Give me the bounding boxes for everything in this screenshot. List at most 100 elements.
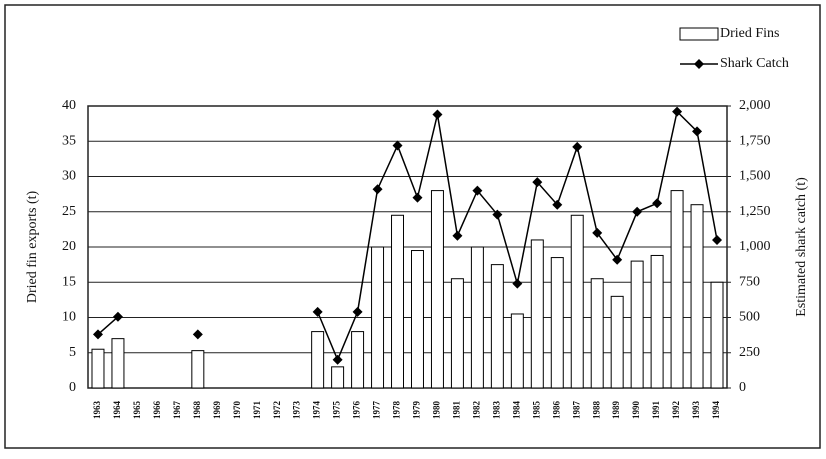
bar [331,366,345,389]
bar [590,278,604,389]
marker [352,306,363,317]
y-tick-label: 10 [62,310,76,325]
x-tick-label: 1972 [272,401,282,420]
bar [630,260,644,389]
x-tick-label: 1979 [412,401,422,420]
y-tick-label: 35 [62,133,76,148]
bar [570,214,584,389]
marker [332,354,343,365]
legend-marker [694,59,704,69]
y-axis-label: Dried fin exports (t) [25,190,40,303]
marker [712,234,723,245]
x-tick-label: 1984 [511,401,521,420]
y-tick-label: 20 [62,239,76,254]
bar [710,281,724,389]
y2-tick-label: 2,000 [739,98,771,113]
y2-axis-label: Estimated shark catch (t) [794,177,809,317]
x-tick-label: 1987 [571,401,581,420]
bar [450,278,464,389]
bar [430,190,444,389]
y2-tick-label: 1,500 [739,169,771,184]
x-tick-label: 1978 [392,401,402,420]
y-tick-label: 15 [62,274,76,289]
y-tick-label: 40 [62,98,76,113]
x-tick-label: 1974 [312,401,322,420]
x-tick-label: 1981 [451,401,461,420]
x-tick-label: 1973 [292,401,302,420]
x-tick-label: 1967 [172,401,182,420]
marker [532,177,543,188]
x-tick-label: 1968 [192,401,202,420]
bar [351,331,365,389]
marker [452,230,463,241]
bar [470,246,484,389]
x-tick-label: 1971 [252,401,262,420]
x-tick-label: 1965 [132,401,142,420]
marker [612,254,623,265]
bar [690,204,704,389]
bar [490,264,504,389]
marker [112,311,123,322]
x-tick-label: 1991 [651,401,661,420]
legend-label: Dried Fins [720,26,780,41]
frame [4,4,821,449]
y-tick-label: 0 [69,380,76,395]
x-tick-label: 1986 [551,401,561,420]
x-tick-label: 1980 [432,401,442,420]
x-tick-label: 1994 [711,401,721,420]
marker [512,278,523,289]
y2-tick-label: 1,750 [739,133,771,148]
y2-tick-label: 250 [739,345,760,360]
x-tick-label: 1964 [112,401,122,420]
bar [371,246,385,389]
bar [510,313,524,389]
y2-tick-label: 1,000 [739,239,771,254]
marker [652,198,663,209]
y2-tick-label: 750 [739,274,760,289]
x-tick-label: 1985 [531,401,541,420]
marker [372,184,383,195]
marker [672,106,683,117]
x-tick-label: 1977 [372,401,382,420]
legend-swatch [679,27,719,41]
x-tick-label: 1993 [691,401,701,420]
y2-tick-label: 0 [739,380,746,395]
marker [572,141,583,152]
x-tick-label: 1988 [591,401,601,420]
x-tick-label: 1982 [471,401,481,420]
marker [192,329,203,340]
line [97,110,718,362]
marker [92,329,103,340]
x-tick-label: 1976 [352,401,362,420]
legend-label: Shark Catch [720,56,789,71]
marker [472,185,483,196]
y-tick-label: 25 [62,204,76,219]
marker [632,206,643,217]
marker [492,209,503,220]
x-tick-label: 1966 [152,401,162,420]
bar [610,295,624,389]
x-tick-label: 1969 [212,401,222,420]
marker [432,109,443,120]
bar [391,214,405,389]
x-tick-label: 1989 [611,401,621,420]
bar [191,350,205,389]
bar [311,331,325,389]
marker [692,126,703,137]
x-tick-label: 1970 [232,401,242,420]
y2-tick-label: 500 [739,310,760,325]
marker [412,192,423,203]
x-tick-label: 1990 [631,401,641,420]
x-tick-label: 1975 [332,401,342,420]
x-tick-label: 1963 [92,401,102,420]
bar [530,239,544,389]
bar [111,338,125,389]
bar [650,254,664,389]
marker [312,306,323,317]
y2-tick-label: 1,250 [739,204,771,219]
bar [670,190,684,389]
y-tick-label: 30 [62,169,76,184]
x-tick-label: 1983 [491,401,501,420]
plot-area [87,105,728,389]
